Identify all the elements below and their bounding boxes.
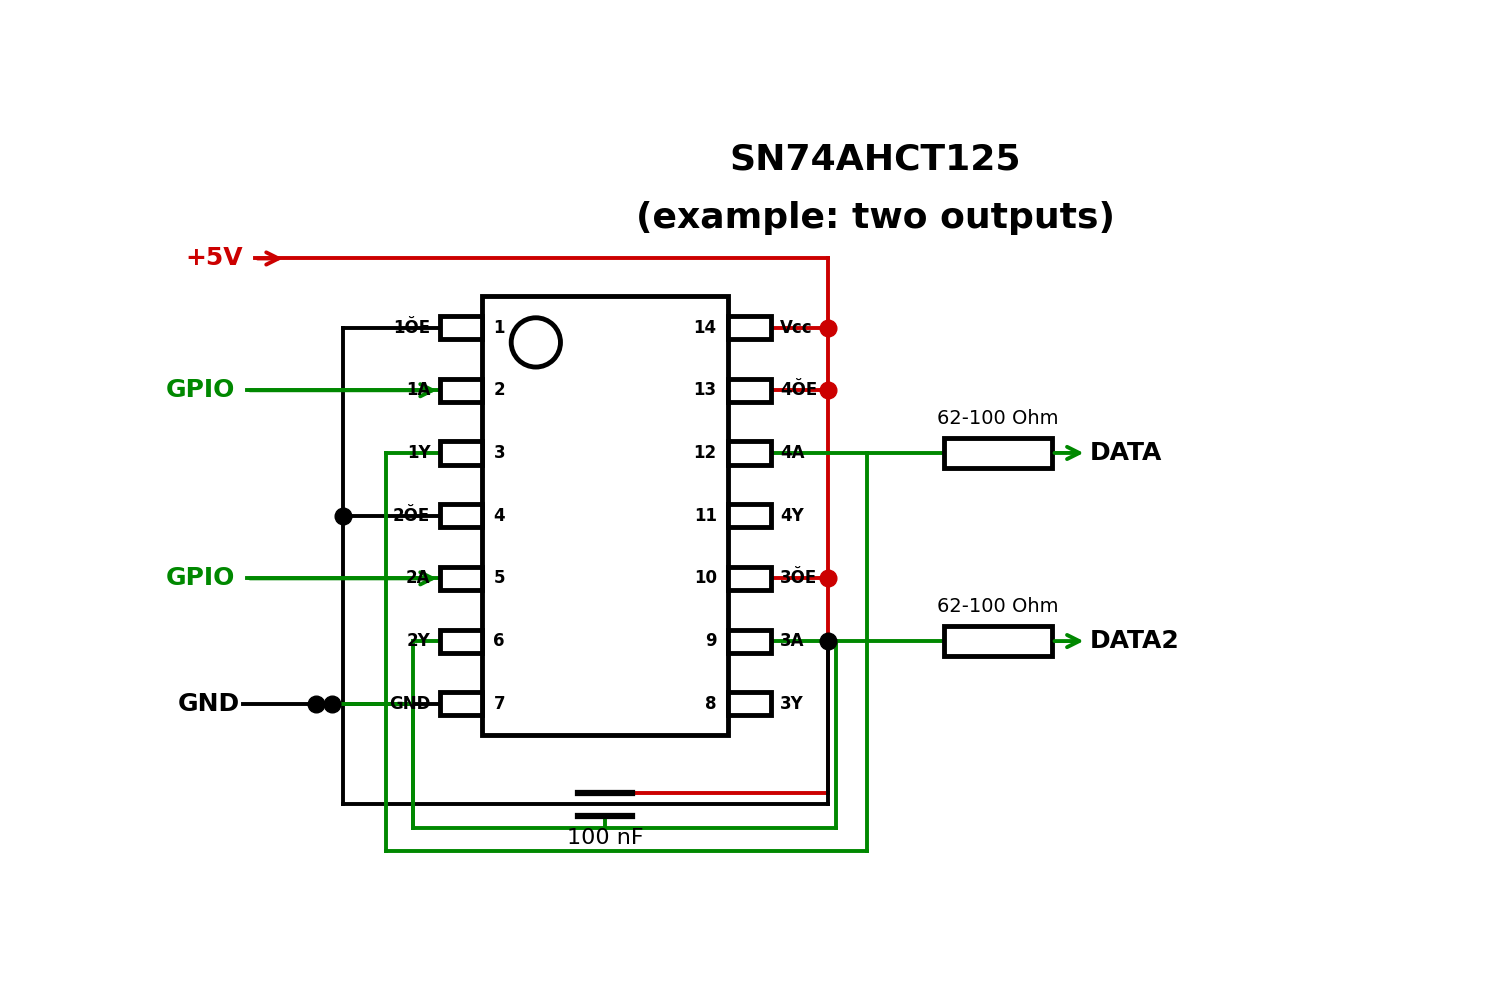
Bar [728,692,771,715]
Text: GND: GND [177,691,239,715]
Text: GPIO: GPIO [166,379,236,403]
Text: 100 nF: 100 nF [567,827,643,847]
Text: (example: two outputs): (example: two outputs) [636,201,1115,235]
Text: 3: 3 [493,444,505,462]
Text: 3A: 3A [780,632,805,650]
Text: DATA: DATA [1090,441,1163,465]
Bar [944,438,1051,469]
Bar [440,504,483,527]
Text: 6: 6 [493,632,505,650]
Text: 11: 11 [693,506,717,524]
Bar [728,566,771,590]
Bar [440,566,483,590]
Text: 62-100 Ohm: 62-100 Ohm [937,597,1059,616]
Text: 13: 13 [693,382,717,400]
Text: 7: 7 [493,694,505,712]
Text: 1A: 1A [405,382,431,400]
Text: 1ŎE: 1ŎE [394,319,431,337]
Text: 2ŎE: 2ŎE [394,506,431,524]
Text: 3ŎE: 3ŎE [780,569,817,587]
Text: GPIO: GPIO [166,566,236,590]
Text: 9: 9 [705,632,717,650]
Bar [728,629,771,652]
Text: 4: 4 [493,506,505,524]
Text: SN74AHCT125: SN74AHCT125 [729,143,1022,177]
Text: 1: 1 [493,319,505,337]
Text: GND: GND [389,694,431,712]
Circle shape [511,318,560,367]
Bar [483,297,728,735]
Bar [440,316,483,339]
Text: 2Y: 2Y [407,632,431,650]
Bar [440,692,483,715]
Text: 2A: 2A [405,569,431,587]
Text: +5V: +5V [186,247,244,271]
Text: 8: 8 [705,694,717,712]
Text: 62-100 Ohm: 62-100 Ohm [937,410,1059,429]
Bar [440,629,483,652]
Bar [728,442,771,465]
Bar [440,379,483,402]
Bar [728,379,771,402]
Text: Vcc: Vcc [780,319,812,337]
Text: 2: 2 [493,382,505,400]
Text: 10: 10 [693,569,717,587]
Text: 4A: 4A [780,444,805,462]
Text: 3Y: 3Y [780,694,803,712]
Text: 5: 5 [493,569,505,587]
Text: 4Y: 4Y [780,506,803,524]
Text: 12: 12 [693,444,717,462]
Bar [728,316,771,339]
Text: 14: 14 [693,319,717,337]
Text: 4ŎE: 4ŎE [780,382,817,400]
Text: DATA2: DATA2 [1090,629,1181,653]
Bar [728,504,771,527]
Bar [944,625,1051,656]
Text: 1Y: 1Y [407,444,431,462]
Bar [440,442,483,465]
